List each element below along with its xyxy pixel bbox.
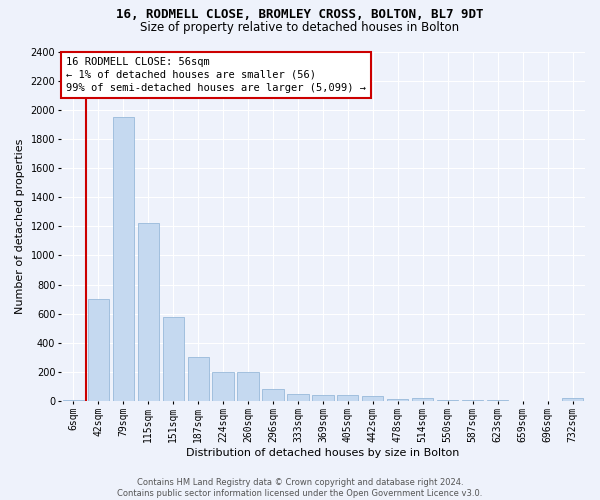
Text: Size of property relative to detached houses in Bolton: Size of property relative to detached ho… xyxy=(140,21,460,34)
Bar xyxy=(238,372,259,401)
Bar xyxy=(163,318,184,401)
Bar xyxy=(188,356,209,401)
Bar xyxy=(212,372,234,401)
Bar xyxy=(562,398,583,401)
Bar xyxy=(137,222,159,401)
Bar xyxy=(63,400,84,401)
Bar xyxy=(113,117,134,401)
Bar xyxy=(362,396,383,401)
Y-axis label: Number of detached properties: Number of detached properties xyxy=(15,138,25,314)
Bar xyxy=(387,399,409,401)
Bar xyxy=(487,400,508,401)
Bar xyxy=(88,299,109,401)
Bar xyxy=(313,396,334,401)
Text: Contains HM Land Registry data © Crown copyright and database right 2024.
Contai: Contains HM Land Registry data © Crown c… xyxy=(118,478,482,498)
Bar xyxy=(262,390,284,401)
Bar xyxy=(287,394,308,401)
Bar xyxy=(412,398,433,401)
Bar xyxy=(462,400,483,401)
Text: 16, RODMELL CLOSE, BROMLEY CROSS, BOLTON, BL7 9DT: 16, RODMELL CLOSE, BROMLEY CROSS, BOLTON… xyxy=(116,8,484,20)
Bar xyxy=(337,396,358,401)
X-axis label: Distribution of detached houses by size in Bolton: Distribution of detached houses by size … xyxy=(186,448,460,458)
Text: 16 RODMELL CLOSE: 56sqm
← 1% of detached houses are smaller (56)
99% of semi-det: 16 RODMELL CLOSE: 56sqm ← 1% of detached… xyxy=(66,56,366,93)
Bar xyxy=(437,400,458,401)
